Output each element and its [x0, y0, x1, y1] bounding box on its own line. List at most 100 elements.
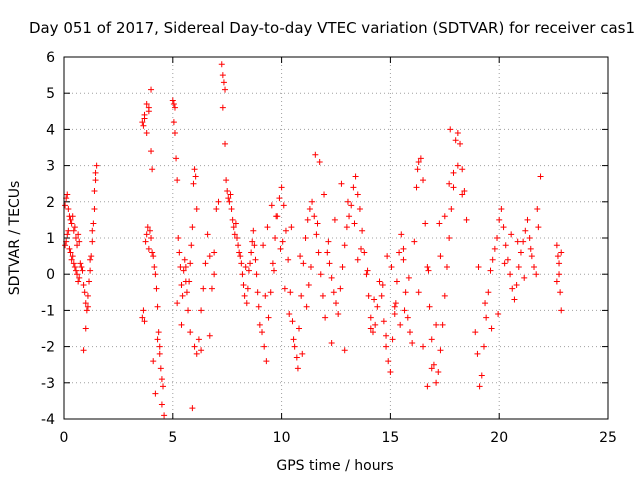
data-point: [558, 307, 565, 314]
data-point: [299, 350, 306, 357]
data-point: [79, 267, 86, 274]
data-point: [307, 263, 314, 270]
data-point: [480, 343, 487, 350]
data-point: [319, 292, 326, 299]
data-point: [140, 122, 147, 129]
data-point: [89, 227, 96, 234]
data-point: [254, 289, 261, 296]
data-point: [504, 256, 511, 263]
data-point: [397, 321, 404, 328]
data-point: [524, 216, 531, 223]
data-point: [86, 278, 93, 285]
data-point: [139, 314, 146, 321]
data-point: [290, 336, 297, 343]
data-point: [175, 235, 182, 241]
data-point: [148, 148, 155, 155]
data-point: [174, 177, 181, 184]
data-point: [335, 311, 342, 318]
data-point: [359, 227, 366, 234]
data-point: [70, 260, 77, 267]
data-point: [249, 238, 256, 245]
data-point: [225, 195, 232, 202]
data-point: [228, 206, 235, 213]
data-point: [74, 271, 81, 278]
data-point: [89, 238, 96, 245]
data-point: [179, 292, 186, 299]
data-point: [190, 180, 197, 187]
data-point: [178, 282, 185, 289]
data-point: [414, 166, 421, 173]
y-axis-label: SDTVAR / TECUs: [7, 181, 23, 296]
data-point: [352, 173, 359, 180]
data-point: [305, 282, 312, 289]
data-point: [437, 253, 444, 260]
data-point: [182, 278, 189, 285]
data-point: [220, 79, 227, 86]
data-point: [262, 292, 269, 299]
data-point: [181, 256, 188, 263]
data-point: [260, 242, 267, 249]
y-tick-label: 2: [46, 195, 55, 211]
data-point: [72, 235, 79, 241]
data-point: [534, 206, 541, 213]
data-point: [170, 101, 177, 108]
data-point: [191, 343, 198, 350]
data-point: [435, 368, 442, 375]
data-point: [87, 267, 94, 274]
data-point: [461, 187, 468, 194]
data-point: [173, 155, 180, 162]
data-point: [485, 289, 492, 296]
data-point: [62, 242, 69, 249]
data-point: [182, 263, 189, 270]
data-point: [156, 343, 163, 350]
data-point: [67, 249, 74, 256]
data-point: [354, 256, 361, 263]
data-point: [213, 206, 220, 213]
data-point: [424, 263, 431, 270]
data-point: [312, 151, 319, 158]
data-point: [411, 238, 418, 245]
data-point: [75, 231, 82, 238]
data-point: [72, 267, 79, 274]
data-point: [341, 347, 348, 354]
data-point: [243, 300, 250, 307]
data-point: [413, 184, 420, 191]
data-point: [273, 213, 280, 220]
data-point: [402, 289, 409, 296]
data-point: [141, 115, 148, 122]
x-axis-label: GPS time / hours: [276, 458, 393, 474]
data-point: [70, 227, 77, 234]
data-point: [236, 249, 243, 256]
data-point: [158, 376, 165, 383]
data-point: [328, 274, 335, 281]
data-point: [502, 242, 509, 249]
data-point: [230, 224, 237, 231]
data-point: [269, 260, 276, 267]
data-point: [223, 177, 230, 184]
data-point: [238, 260, 245, 267]
data-point: [251, 242, 258, 249]
data-point: [500, 224, 507, 231]
data-point: [187, 329, 194, 336]
data-point: [244, 285, 251, 292]
data-point: [69, 213, 76, 220]
data-point: [378, 292, 385, 299]
data-point: [235, 242, 242, 249]
data-point: [472, 329, 479, 336]
data-point: [255, 303, 262, 310]
grid: [64, 57, 608, 419]
data-point: [155, 329, 162, 336]
data-point: [69, 253, 76, 260]
data-point: [157, 365, 164, 372]
data-point: [400, 256, 407, 263]
data-point: [265, 314, 272, 321]
data-point: [326, 260, 333, 267]
data-point: [189, 405, 196, 412]
data-point: [341, 242, 348, 249]
data-point: [354, 191, 361, 198]
data-point: [256, 321, 263, 328]
data-point: [498, 206, 505, 213]
data-point: [330, 289, 337, 296]
data-point: [297, 253, 304, 260]
